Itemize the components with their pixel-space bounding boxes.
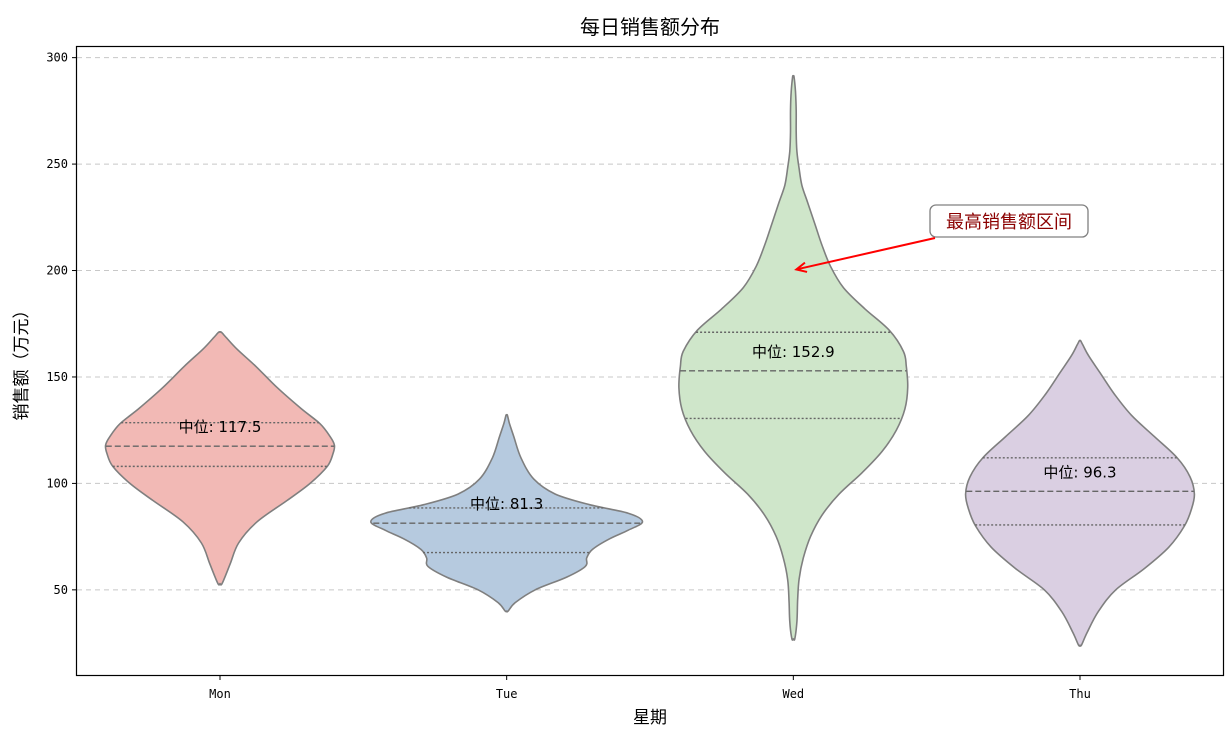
y-tick-label: 100 — [46, 476, 68, 490]
annotation-box — [929, 204, 1089, 238]
y-tick-label: 50 — [54, 583, 68, 597]
median-label: 中位: 152.9 — [752, 343, 835, 361]
annotation-arrow-head — [794, 261, 808, 273]
x-axis-label: 星期 — [633, 708, 667, 728]
violin-mon — [104, 331, 336, 586]
y-tick-label: 250 — [46, 157, 68, 171]
x-tick-label: Thu — [1069, 687, 1091, 701]
y-axis-ticks: 50 100 150 200 250 300 — [46, 51, 77, 597]
y-tick-label: 200 — [46, 264, 68, 278]
annotation-text: 最高销售额区间 — [946, 212, 1072, 233]
annotation: 最高销售额区间 — [794, 204, 1089, 273]
x-axis-ticks: Mon Tue Wed Thu — [209, 675, 1091, 701]
y-tick-label: 300 — [46, 51, 68, 65]
median-label: 中位: 96.3 — [1043, 463, 1116, 481]
x-tick-label: Wed — [782, 687, 804, 701]
chart-title: 每日销售额分布 — [580, 15, 720, 39]
median-label: 中位: 81.3 — [470, 495, 543, 513]
x-tick-label: Mon — [209, 687, 231, 701]
y-tick-label: 150 — [46, 370, 68, 384]
plot-frame — [75, 45, 1225, 677]
annotation-arrow — [796, 237, 936, 271]
violin-wed — [678, 74, 909, 641]
x-tick-label: Tue — [496, 687, 518, 701]
median-label: 中位: 117.5 — [179, 418, 262, 436]
violin-tue — [369, 413, 644, 613]
violins: 中位: 117.5 中位: 81.3 中位: 152.9 中位: 96.3 — [104, 74, 1196, 647]
y-axis-label: 销售额（万元） — [12, 302, 32, 421]
violin-thu — [964, 339, 1196, 647]
